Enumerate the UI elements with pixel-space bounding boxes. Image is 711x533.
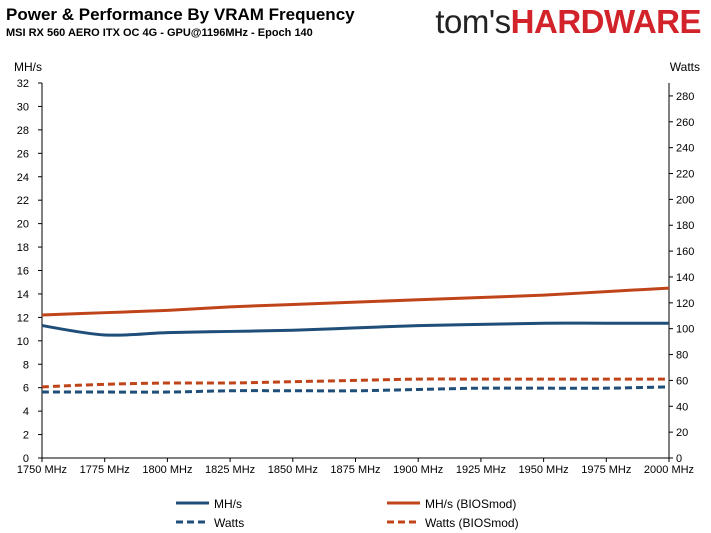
y-left-tick-label: 28: [17, 125, 29, 137]
toms-hardware-logo: tom's HARDWARE: [435, 3, 701, 43]
chart-legend: MH/s MH/s (BIOSmod) Watts Watts (BIOSmod): [176, 497, 519, 530]
y-right-tick-label: 0: [676, 453, 682, 465]
series-line-watts-biosmod: [41, 377, 669, 389]
y-left-tick-label: 0: [23, 453, 29, 465]
y-left-tick-label: 10: [17, 336, 29, 348]
series-line-mh-s-biosmod: [41, 286, 670, 317]
x-tick-label: 1850 MHz: [268, 464, 318, 476]
x-tick-label: 2000 MHz: [644, 464, 694, 476]
y-left-tick-label: 22: [17, 195, 29, 207]
y-right-tick-label: 80: [676, 350, 688, 362]
y-left-tick-label: 4: [23, 406, 29, 418]
y-right-tick-label: 240: [676, 143, 694, 155]
legend-label-mh-s: MH/s: [214, 497, 242, 511]
y-left-tick-label: 12: [17, 312, 29, 324]
y-left-tick-label: 18: [17, 242, 29, 254]
y-left-tick-label: 8: [23, 359, 29, 371]
y-left-tick-label: 20: [17, 219, 29, 231]
logo-toms-text: tom's: [435, 3, 511, 40]
series-line-mh-s: [41, 321, 669, 337]
y-left-tick-label: 2: [23, 430, 29, 442]
y-right-tick-label: 200: [676, 194, 694, 206]
y-right-tick-label: 220: [676, 169, 694, 181]
y-left-tick-label: 16: [17, 266, 29, 278]
x-tick-label: 1950 MHz: [519, 464, 569, 476]
y-right-tick-label: 120: [676, 298, 694, 310]
x-tick-label: 1975 MHz: [581, 464, 631, 476]
y-axis-left-label: MH/s: [14, 60, 42, 74]
legend-label-watts-biosmod: Watts (BIOSmod): [425, 516, 519, 530]
y-left-tick-label: 6: [23, 383, 29, 395]
y-left-tick-label: 30: [17, 101, 29, 113]
chart-subtitle: MSI RX 560 AERO ITX OC 4G - GPU@1196MHz …: [6, 27, 313, 39]
y-right-tick-label: 260: [676, 117, 694, 129]
y-right-tick-label: 160: [676, 246, 694, 258]
y-right-tick-label: 100: [676, 324, 694, 336]
x-tick-label: 1900 MHz: [393, 464, 443, 476]
chart-series: [41, 286, 670, 394]
y-left-tick-label: 14: [17, 289, 29, 301]
y-left-tick-label: 24: [17, 172, 29, 184]
legend-label-mh-s-biosmod: MH/s (BIOSmod): [425, 497, 516, 511]
x-tick-label: 1800 MHz: [142, 464, 192, 476]
y-left-tick-label: 26: [17, 148, 29, 160]
y-axis-right-label: Watts: [670, 60, 700, 74]
x-tick-label: 1775 MHz: [80, 464, 130, 476]
x-tick-label: 1925 MHz: [456, 464, 506, 476]
y-right-tick-label: 180: [676, 220, 694, 232]
chart-axes: 0246810121416182022242628303202040608010…: [14, 60, 700, 476]
series-line-watts: [42, 385, 670, 394]
y-right-tick-label: 140: [676, 272, 694, 284]
chart-title: Power & Performance By VRAM Frequency: [6, 5, 355, 24]
y-right-tick-label: 40: [676, 401, 688, 413]
y-right-tick-label: 280: [676, 91, 694, 103]
y-right-tick-label: 20: [676, 427, 688, 439]
x-tick-label: 1750 MHz: [17, 464, 67, 476]
y-right-tick-label: 60: [676, 375, 688, 387]
x-tick-label: 1875 MHz: [330, 464, 380, 476]
logo-hardware-text: HARDWARE: [510, 3, 702, 40]
x-tick-label: 1825 MHz: [205, 464, 255, 476]
legend-label-watts: Watts: [214, 516, 244, 530]
y-left-tick-label: 32: [17, 78, 29, 90]
